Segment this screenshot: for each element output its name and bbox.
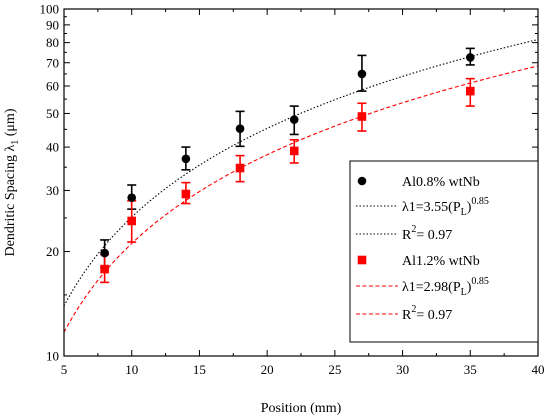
- legend-eq-sup: 0.85: [471, 196, 489, 207]
- data-point: [465, 53, 475, 62]
- x-tick-label: 5: [61, 362, 68, 377]
- legend-r2-sup: 2: [411, 304, 416, 315]
- data-point: [235, 163, 245, 173]
- data-point: [100, 248, 109, 258]
- y-tick-label: 70: [46, 55, 59, 70]
- legend-eq-main: λ1=2.98(P: [402, 280, 461, 295]
- legend-r2-value: = 0.97: [416, 308, 452, 323]
- legend-eq-main: λ1=3.55(P: [402, 200, 461, 215]
- legend-box: [349, 160, 539, 343]
- legend-marker: [357, 176, 367, 186]
- y-axis-title: Dendritic Spacing λ1 (μm): [3, 108, 21, 256]
- y-axis-title-sub: 1: [10, 140, 21, 145]
- data-point: [289, 146, 299, 156]
- legend-eq-close: ): [467, 280, 472, 295]
- fit-curve-2: [63, 65, 539, 333]
- data-point: [181, 189, 191, 199]
- y-axis-title-main: Dendritic Spacing λ: [3, 145, 18, 257]
- data-point: [357, 69, 367, 79]
- x-tick-label: 15: [193, 362, 206, 377]
- y-tick-label: 50: [46, 106, 59, 121]
- data-point: [465, 86, 475, 96]
- legend-eq-close: ): [467, 200, 472, 215]
- y-tick-label: 60: [46, 78, 59, 93]
- x-tick-label: 40: [532, 362, 545, 377]
- legend-equation: λ1=2.98(PL)0.85: [402, 276, 489, 298]
- legend-r2-main: R: [402, 308, 412, 323]
- legend-label: Al0.8% wtNb: [402, 175, 480, 190]
- legend-r2: R2= 0.97: [402, 304, 452, 323]
- y-tick-label: 40: [46, 140, 59, 155]
- legend-r2-value: = 0.97: [416, 228, 452, 243]
- y-tick-label: 90: [46, 17, 59, 32]
- legend-marker: [357, 255, 367, 265]
- y-tick-label: 30: [46, 183, 59, 198]
- y-axis-title-unit: (μm): [3, 108, 18, 140]
- fit-curves: [63, 39, 539, 333]
- data-point: [181, 154, 191, 164]
- data-point: [357, 112, 367, 121]
- x-tick-label: 10: [125, 362, 138, 377]
- data-point: [127, 193, 137, 202]
- y-tick-label: 100: [40, 2, 60, 17]
- legend-r2: R2= 0.97: [402, 224, 452, 243]
- legend-r2-sup: 2: [411, 224, 416, 235]
- data-markers: [100, 53, 475, 274]
- x-tick-label: 35: [464, 362, 477, 377]
- legend-eq-sup: 0.85: [471, 276, 489, 287]
- legend-label: Al1.2% wtNb: [402, 254, 480, 269]
- y-tick-label: 10: [46, 349, 59, 364]
- data-point: [289, 115, 299, 124]
- x-axis-title: Position (mm): [261, 401, 342, 416]
- x-tick-label: 25: [328, 362, 341, 377]
- fit-curve-1: [63, 39, 539, 307]
- y-tick-label: 80: [46, 35, 59, 50]
- legend-equation: λ1=3.55(PL)0.85: [402, 196, 489, 218]
- y-tick-label: 20: [46, 244, 59, 259]
- x-tick-label: 20: [261, 362, 274, 377]
- x-tick-label: 30: [396, 362, 409, 377]
- data-point: [235, 124, 245, 133]
- data-point: [100, 264, 109, 274]
- legend-r2-main: R: [402, 228, 412, 243]
- data-point: [127, 216, 137, 226]
- legend-eq-sub: L: [461, 287, 467, 298]
- legend-eq-sub: L: [461, 207, 467, 218]
